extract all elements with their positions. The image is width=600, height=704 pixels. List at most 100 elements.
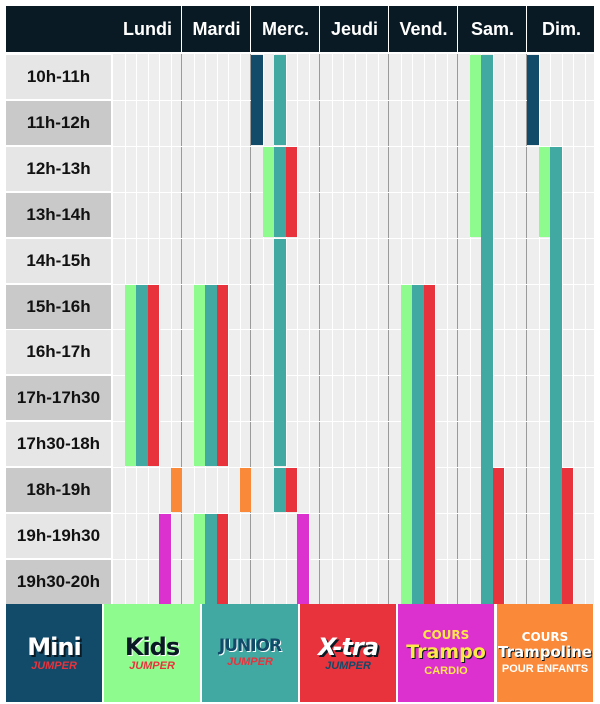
day-divider <box>250 54 251 604</box>
header-divider <box>526 6 527 52</box>
row-divider <box>113 329 594 331</box>
time-slot-label: 16h-17h <box>6 330 111 375</box>
session-bar-xtra[interactable] <box>216 514 228 604</box>
session-bar-mini[interactable] <box>527 55 539 145</box>
session-bar-kids[interactable] <box>193 284 205 467</box>
session-bar-xtra[interactable] <box>492 468 504 604</box>
sub-column-line <box>492 54 494 604</box>
session-bar-cardio[interactable] <box>297 514 309 604</box>
day-divider <box>457 54 458 604</box>
session-bar-junior[interactable] <box>481 55 493 604</box>
legend-junior: JUNIOR JUMPER <box>202 604 298 702</box>
session-bar-kids[interactable] <box>124 284 136 467</box>
time-slot-label: 11h-12h <box>6 100 111 145</box>
legend-caption: POUR ENFANTS <box>501 663 589 675</box>
session-bar-xtra[interactable] <box>423 284 435 604</box>
session-bar-junior[interactable] <box>550 146 562 604</box>
sub-column-line <box>504 54 505 604</box>
header-row <box>6 6 594 52</box>
legend-subtitle: JUMPER <box>129 659 175 672</box>
day-header: Jeudi <box>330 18 378 39</box>
row-divider <box>113 421 594 423</box>
row-divider <box>113 145 594 147</box>
header-divider <box>250 6 251 52</box>
legend-subtitle: JUMPER <box>31 659 77 672</box>
row-divider <box>113 467 594 469</box>
day-divider <box>388 54 389 604</box>
sub-column-line <box>331 54 333 604</box>
day-header: Lundi <box>123 18 172 39</box>
time-slot-label: 14h-15h <box>6 238 111 283</box>
legend-title: COURS <box>521 630 569 644</box>
sub-column-line <box>159 54 160 604</box>
legend-enfants: COURS Trampoline POUR ENFANTS <box>497 604 593 702</box>
legend-subtitle: JUMPER <box>227 656 273 668</box>
session-bar-xtra[interactable] <box>216 284 228 467</box>
sub-column-line <box>239 54 241 604</box>
row-divider <box>113 237 594 239</box>
session-bar-kids[interactable] <box>400 284 412 604</box>
sub-column-line <box>584 54 586 604</box>
time-slot-label: 15h-16h <box>6 284 111 329</box>
sub-column-line <box>228 54 229 604</box>
sub-column-line <box>561 54 563 604</box>
session-bar-junior[interactable] <box>412 284 424 604</box>
time-slot-label: 13h-14h <box>6 192 111 237</box>
legend-mini: Mini JUMPER <box>6 604 102 702</box>
header-divider <box>388 6 389 52</box>
time-slot-label: 12h-13h <box>6 146 111 191</box>
sub-column-line <box>573 54 574 604</box>
legend-xtra: X-tra JUMPER <box>300 604 396 702</box>
legend-title: X-tra <box>317 632 379 661</box>
session-bar-xtra[interactable] <box>561 468 573 604</box>
session-bar-junior[interactable] <box>274 55 286 145</box>
sub-column-line <box>297 54 298 604</box>
sub-column-line <box>446 54 448 604</box>
sub-column-line <box>538 54 540 604</box>
row-divider <box>113 99 594 101</box>
sub-column-line <box>354 54 356 604</box>
session-bar-junior[interactable] <box>274 146 286 237</box>
sub-column-line <box>170 54 172 604</box>
session-bar-cardio[interactable] <box>159 514 171 604</box>
session-bar-mini[interactable] <box>251 55 263 145</box>
day-divider <box>181 54 182 604</box>
legend-caption: CARDIO <box>424 665 468 677</box>
session-bar-kids[interactable] <box>538 146 550 237</box>
day-divider <box>319 54 320 604</box>
time-slot-label: 17h30-18h <box>6 422 111 467</box>
legend-subtitle: Trampoline <box>498 643 592 661</box>
legend-title: Kids <box>124 632 180 661</box>
session-bar-junior[interactable] <box>274 468 286 512</box>
header-divider <box>181 6 182 52</box>
row-divider <box>113 283 594 285</box>
time-slot-label: 19h30-20h <box>6 559 111 604</box>
session-bar-junior[interactable] <box>136 284 148 467</box>
day-divider <box>526 54 527 604</box>
sub-column-line <box>366 54 367 604</box>
session-bar-enfants[interactable] <box>170 468 182 512</box>
session-bar-junior[interactable] <box>274 238 286 467</box>
time-slot-label: 10h-11h <box>6 55 111 99</box>
time-slot-label: 17h-17h30 <box>6 376 111 421</box>
session-bar-xtra[interactable] <box>285 468 297 512</box>
header-divider <box>457 6 458 52</box>
legend-kids: Kids JUMPER <box>104 604 200 702</box>
session-bar-kids[interactable] <box>469 55 481 237</box>
sub-column-line <box>308 54 310 604</box>
row-divider <box>113 558 594 560</box>
header-divider <box>319 6 320 52</box>
schedule-grid: Lundi Mardi Merc. Jeudi Vend. Sam. Dim. 10h-11h… <box>6 6 594 604</box>
sub-column-line <box>377 54 379 604</box>
day-header: Sam. <box>470 18 515 39</box>
sub-column-line <box>285 54 287 604</box>
session-bar-xtra[interactable] <box>285 146 297 237</box>
session-bar-xtra[interactable] <box>147 284 159 467</box>
session-bar-junior[interactable] <box>205 284 217 467</box>
session-bar-enfants[interactable] <box>239 468 251 512</box>
session-bar-junior[interactable] <box>205 514 217 604</box>
session-bar-kids[interactable] <box>262 146 274 237</box>
session-bar-kids[interactable] <box>193 514 205 604</box>
time-slot-label: 19h-19h30 <box>6 514 111 558</box>
day-header: Merc. <box>261 18 310 39</box>
